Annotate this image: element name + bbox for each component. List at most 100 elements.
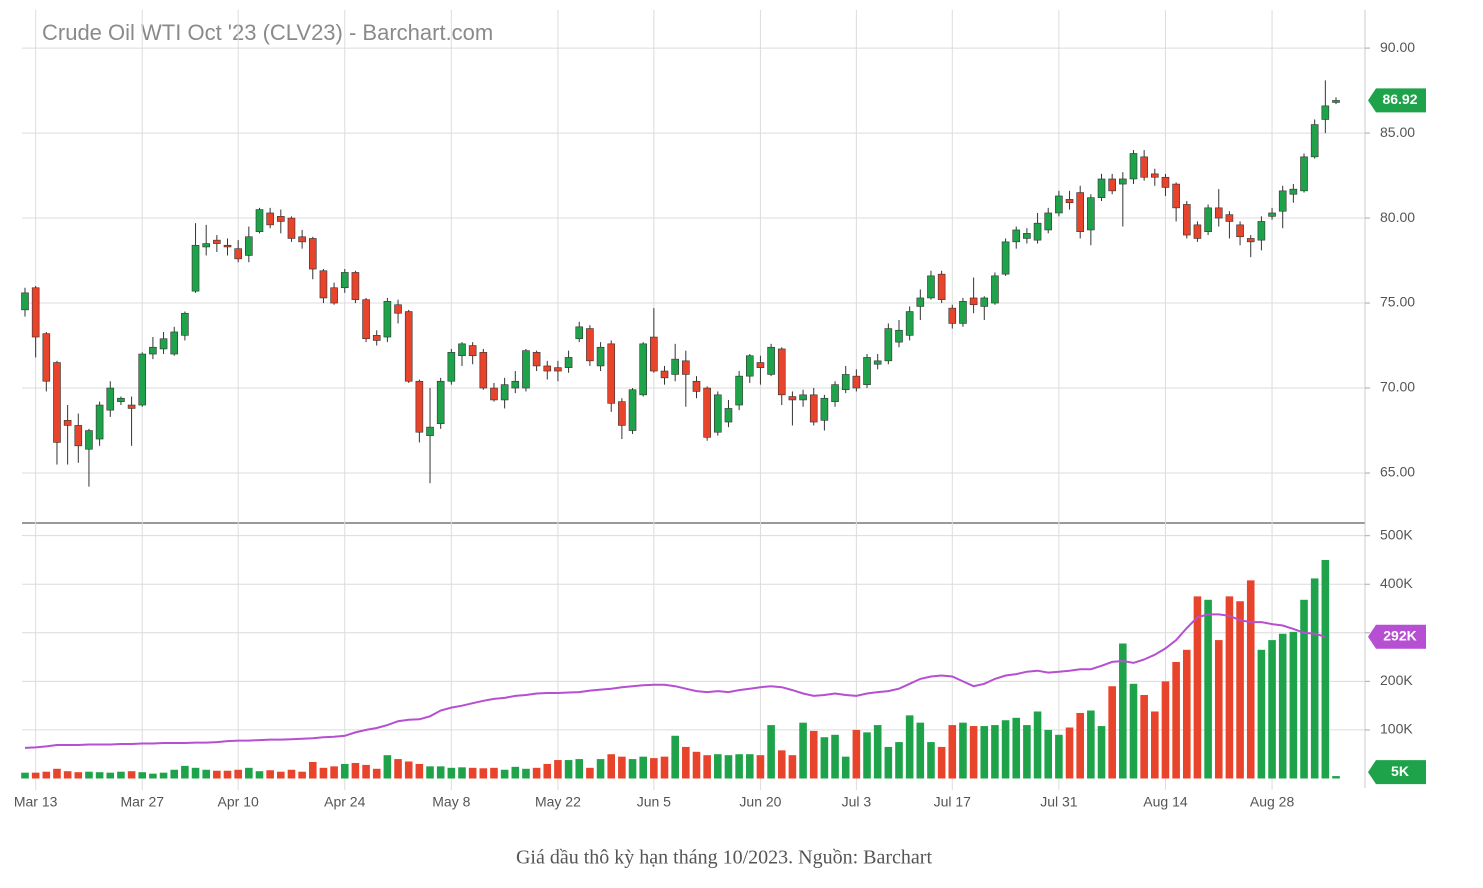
volume-bar <box>1268 640 1276 779</box>
moving-average-line <box>24 613 1326 749</box>
volume-bar <box>671 735 679 779</box>
candle-body <box>191 244 200 292</box>
candle-body <box>777 348 786 396</box>
candle-body <box>404 311 413 382</box>
candle-body <box>436 380 445 425</box>
volume-bar <box>1236 601 1244 779</box>
x-tick-label: Jun 5 <box>637 794 671 810</box>
candle-body <box>1289 188 1298 195</box>
volume-bar <box>287 769 296 779</box>
x-tick-label: Aug 14 <box>1143 794 1188 810</box>
candle-body <box>31 287 40 338</box>
volume-bar <box>618 756 626 779</box>
volume-bar <box>841 756 850 779</box>
volume-bar <box>170 769 179 779</box>
x-tick-label: Aug 28 <box>1250 794 1295 810</box>
volume-bar <box>1065 727 1074 779</box>
volume-bar <box>969 726 978 779</box>
candle-body <box>1076 192 1084 232</box>
candle-body <box>1023 233 1031 239</box>
candle-body <box>234 248 242 260</box>
x-tick-label: May 8 <box>432 794 470 810</box>
volume-bar <box>74 772 83 779</box>
caption: Giá dầu thô kỳ hạn tháng 10/2023. Nguồn:… <box>516 847 932 869</box>
volume-bar <box>1129 683 1138 779</box>
ma-badge-bg <box>1368 624 1426 649</box>
candle-body <box>1001 241 1010 275</box>
candle-body <box>138 353 147 406</box>
candle-body <box>927 275 935 299</box>
volume-bar <box>575 759 584 779</box>
candle-body <box>692 380 701 392</box>
x-tick-label: Mar 13 <box>14 794 58 810</box>
y-tick-label: 65.00 <box>1380 464 1415 480</box>
volume-bar <box>1193 596 1202 779</box>
volume-bar <box>991 725 999 779</box>
candle-body <box>298 236 306 243</box>
volume-bar <box>1289 631 1298 779</box>
volume-bar <box>1140 694 1148 779</box>
volume-bar <box>1023 725 1031 779</box>
volume-bar <box>1225 596 1234 779</box>
volume-bar <box>479 768 488 779</box>
x-tick-label: Jun 20 <box>739 794 781 810</box>
candle-body <box>308 238 317 270</box>
candle-body <box>1119 178 1127 185</box>
volume-bar <box>820 737 829 779</box>
candle-body <box>799 394 807 401</box>
candle-body <box>980 297 989 307</box>
candle-body <box>53 362 61 443</box>
candle-body <box>1182 204 1191 236</box>
candle-body <box>596 346 605 367</box>
candle-body <box>1087 197 1095 231</box>
volume-bar <box>628 759 637 779</box>
candle-body <box>277 216 285 222</box>
candle-body <box>1257 221 1266 241</box>
volume-bar <box>1012 717 1021 779</box>
candle-body <box>532 352 541 367</box>
candle-body <box>1204 207 1212 232</box>
volume-bar <box>554 760 562 779</box>
candle-body <box>266 212 274 226</box>
candle-body <box>351 272 360 300</box>
y-tick-label: 85.00 <box>1380 124 1415 140</box>
volume-bar <box>777 750 786 779</box>
volume-bar <box>490 767 498 779</box>
x-tick-label: Mar 27 <box>120 794 164 810</box>
candle-body <box>415 380 424 433</box>
volume-bar <box>372 768 381 779</box>
candle-body <box>74 425 83 447</box>
candle-body <box>809 394 818 423</box>
volume-bar <box>191 767 200 779</box>
volume-bar <box>436 766 445 779</box>
volume-bar <box>85 771 93 779</box>
candle-body <box>1214 207 1223 219</box>
volume-bar <box>863 732 871 779</box>
candle-body <box>1140 156 1148 178</box>
candle-body <box>202 243 210 248</box>
candle-body <box>852 375 861 389</box>
candle-body <box>841 374 850 391</box>
volume-bar <box>714 754 722 779</box>
candle-body <box>703 387 711 438</box>
candle-body <box>1065 199 1074 204</box>
candle-body <box>724 408 733 423</box>
candle-body <box>149 346 157 355</box>
y-tick-label: 100K <box>1380 721 1413 737</box>
candle-body <box>63 420 72 426</box>
volume-bar <box>692 751 701 779</box>
volume-bar <box>63 771 72 779</box>
y-tick-label: 75.00 <box>1380 294 1415 310</box>
volume-bar <box>1300 599 1308 779</box>
candle-body <box>788 396 797 401</box>
volume-bar <box>543 763 552 779</box>
candle-body <box>1055 195 1063 214</box>
volume-bar <box>149 773 157 779</box>
candle-body <box>255 209 264 232</box>
volume-bar <box>95 772 104 779</box>
candle-body <box>991 275 999 304</box>
volume-bar <box>959 722 967 779</box>
volume-bar <box>138 772 147 779</box>
candle-body <box>735 375 743 406</box>
candle-body <box>628 389 637 431</box>
